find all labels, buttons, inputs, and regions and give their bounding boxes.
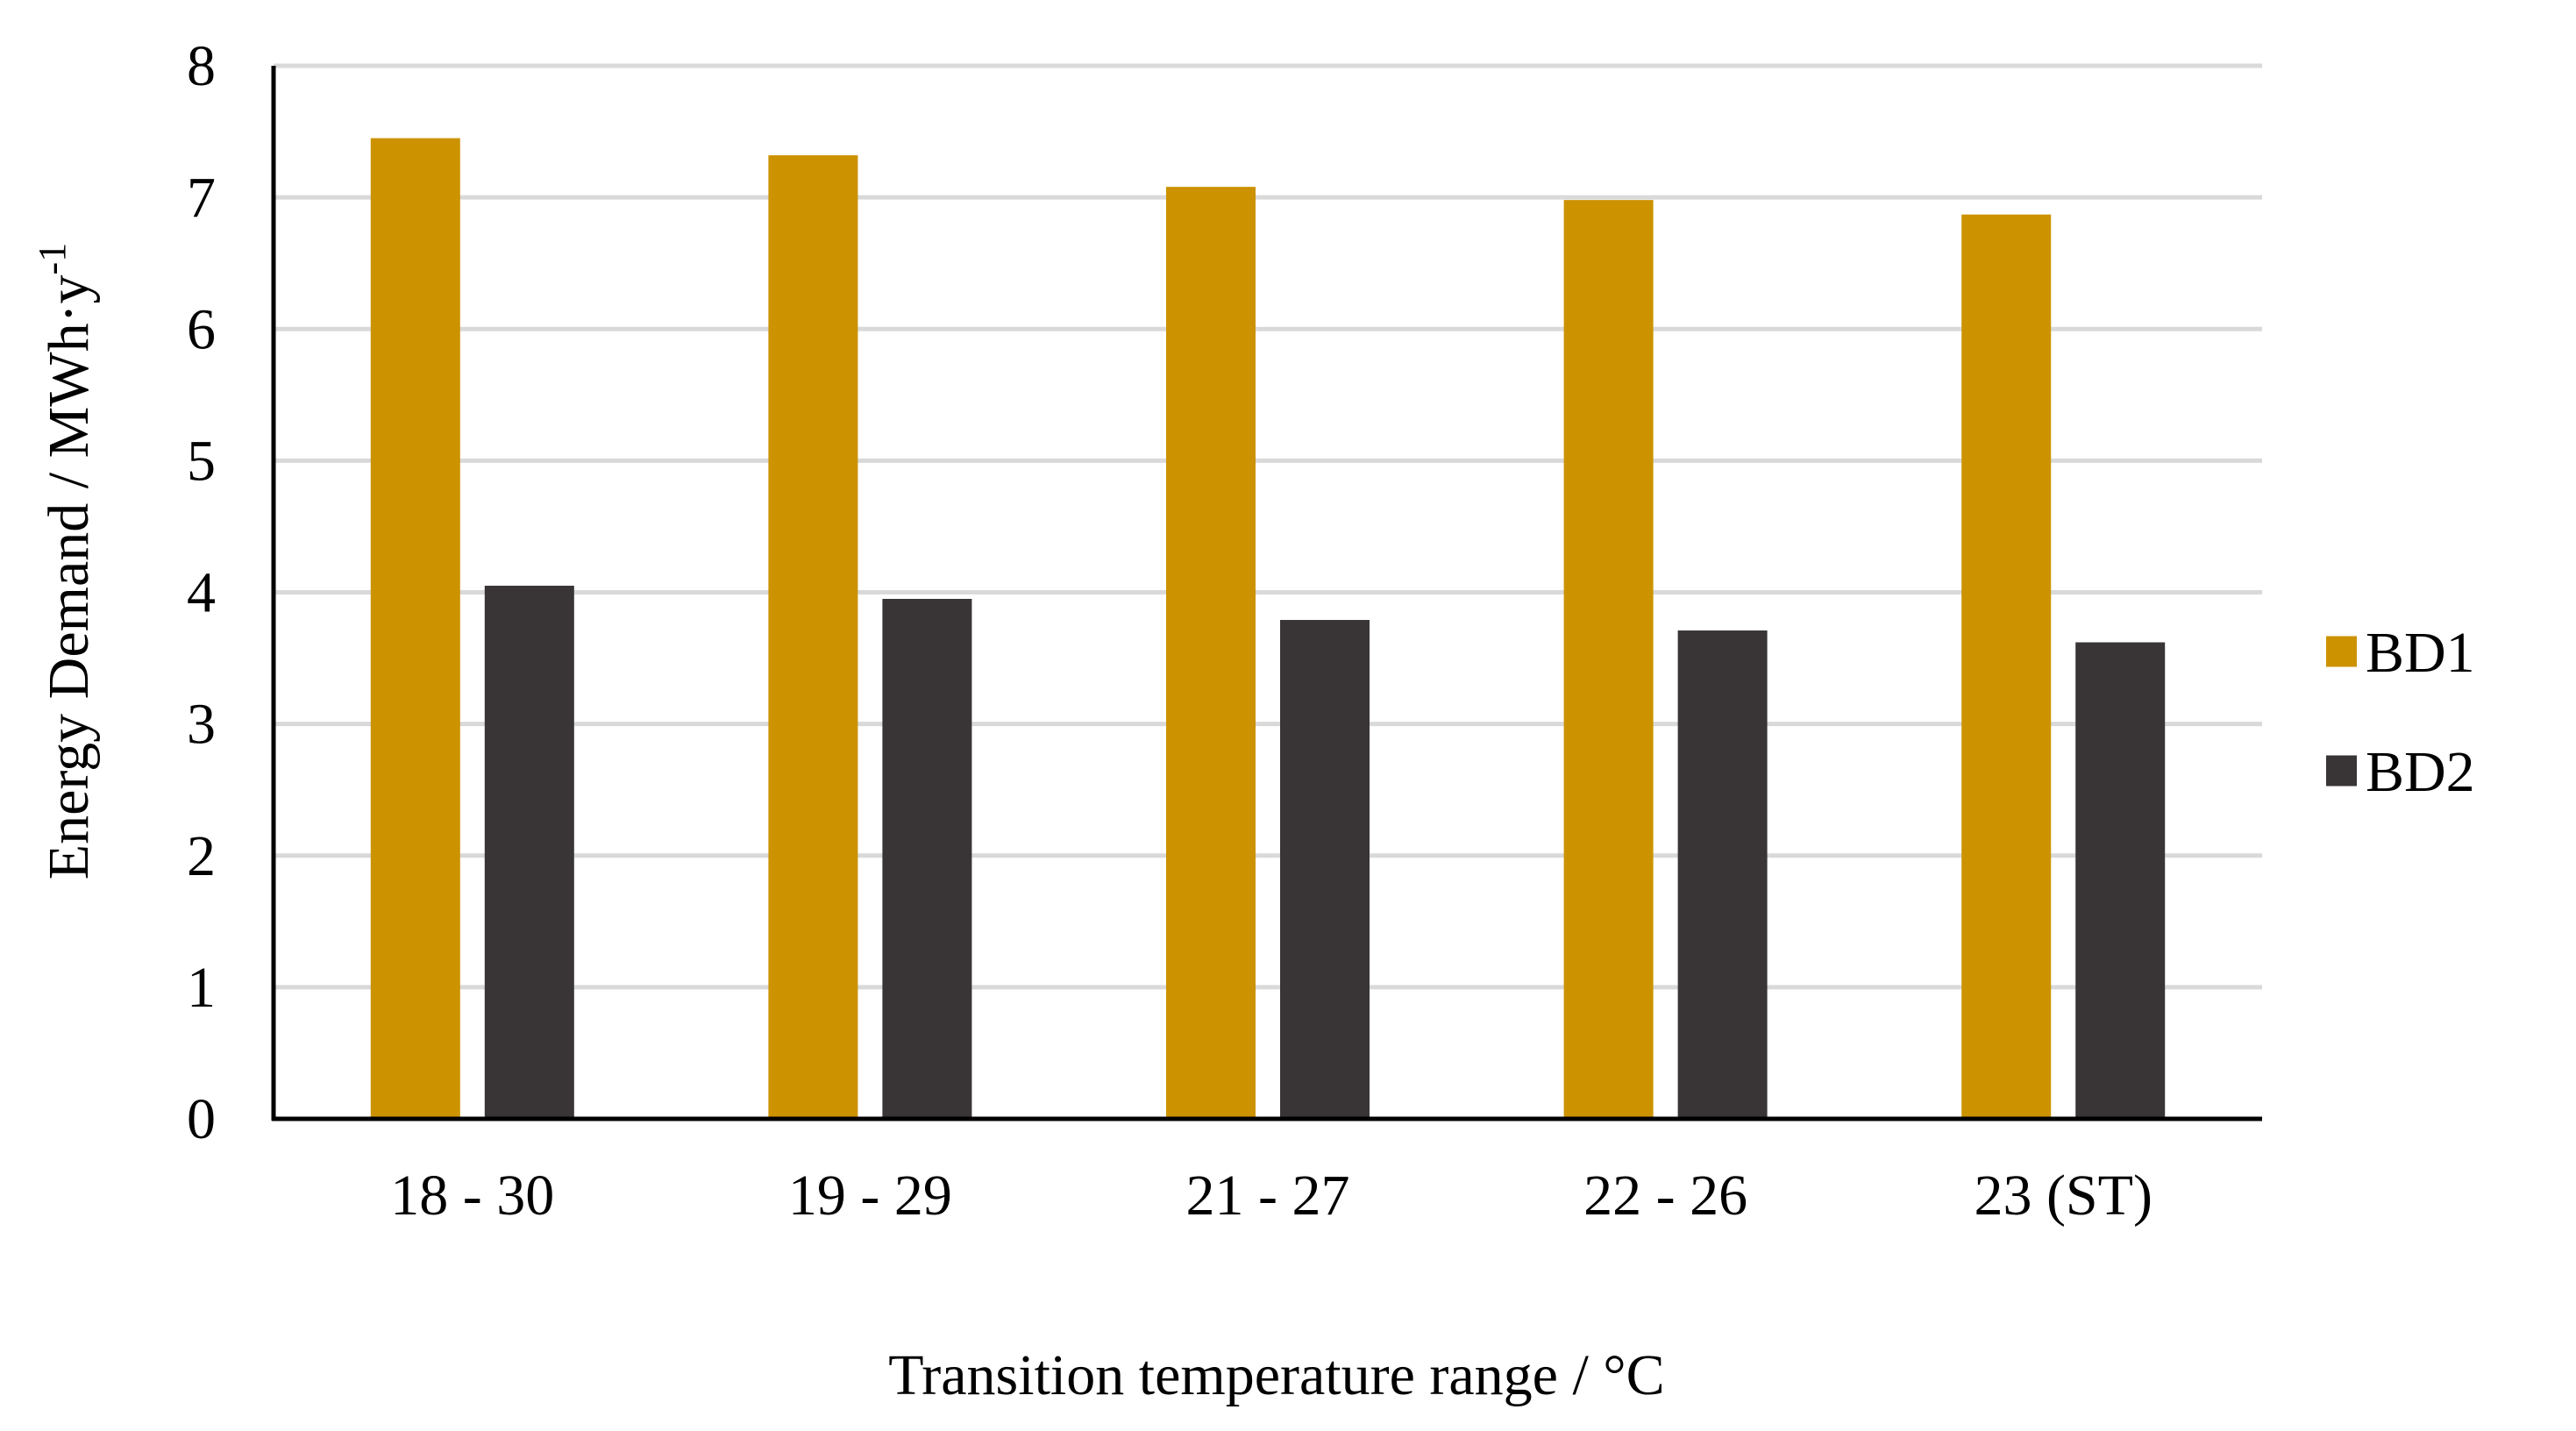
legend-label-bd2: BD2 [2366, 740, 2475, 804]
bar-bd2 [1677, 630, 1768, 1119]
y-tick-label: 5 [187, 429, 216, 493]
bar-bd1 [768, 155, 858, 1120]
y-tick-label: 1 [187, 956, 216, 1020]
bar-bd2 [484, 585, 574, 1119]
bar-bd1 [1961, 214, 2052, 1120]
bar-bd2 [882, 599, 972, 1119]
legend-swatch-bd2 [2326, 755, 2357, 787]
y-axis-title-main: Energy Demand / MWh·y [37, 274, 101, 879]
legend: BD1 BD2 [2326, 621, 2475, 804]
y-tick-label: 8 [187, 34, 216, 98]
x-tick-label: 21 - 27 [1186, 1164, 1350, 1228]
y-axis-title-superscript: -1 [31, 243, 74, 275]
y-axis-title: Energy Demand / MWh·y-1 [31, 243, 101, 879]
legend-label-bd1: BD1 [2366, 621, 2475, 685]
bar-bd1 [1563, 200, 1654, 1120]
legend-swatch-bd1 [2326, 636, 2357, 667]
x-tick-label: 18 - 30 [390, 1164, 554, 1228]
x-tick-label: 23 (ST) [1974, 1164, 2152, 1228]
x-tick-labels: 18 - 30 19 - 29 21 - 27 22 - 26 23 (ST) [390, 1164, 2153, 1228]
y-tick-label: 6 [187, 297, 216, 361]
y-tick-label: 0 [187, 1087, 216, 1151]
y-tick-label: 2 [187, 824, 216, 888]
y-tick-label: 4 [187, 561, 216, 625]
bar-bd1 [1166, 187, 1256, 1120]
bars [370, 138, 2166, 1120]
y-tick-label: 7 [187, 166, 216, 230]
y-tick-labels: 0 1 2 3 4 5 6 7 8 [187, 34, 216, 1151]
x-axis-title: Transition temperature range / °C [888, 1343, 1664, 1407]
y-tick-label: 3 [187, 693, 216, 757]
bar-bd2 [2075, 642, 2166, 1119]
bar-bd1 [370, 138, 460, 1120]
bar-bd2 [1280, 620, 1370, 1119]
x-tick-label: 22 - 26 [1583, 1164, 1747, 1228]
gridlines [274, 63, 2262, 990]
axes [271, 66, 2262, 1121]
x-tick-label: 19 - 29 [788, 1164, 952, 1228]
